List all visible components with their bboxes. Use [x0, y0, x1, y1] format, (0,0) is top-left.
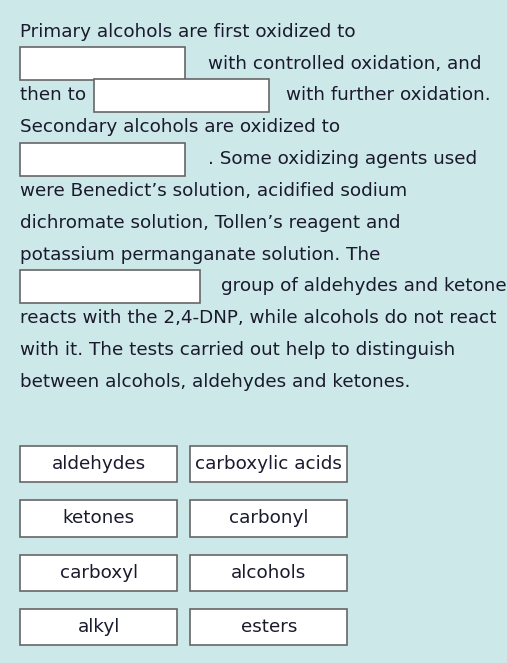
Text: alcohols: alcohols [231, 564, 306, 582]
Text: carboxylic acids: carboxylic acids [195, 455, 342, 473]
Text: between alcohols, aldehydes and ketones.: between alcohols, aldehydes and ketones. [20, 373, 411, 391]
FancyBboxPatch shape [94, 79, 269, 112]
FancyBboxPatch shape [190, 501, 347, 537]
Text: then to: then to [20, 86, 86, 105]
Text: carboxyl: carboxyl [60, 564, 138, 582]
FancyBboxPatch shape [190, 554, 347, 591]
Text: carbonyl: carbonyl [229, 509, 308, 528]
Text: potassium permanganate solution. The: potassium permanganate solution. The [20, 245, 381, 264]
Text: with it. The tests carried out help to distinguish: with it. The tests carried out help to d… [20, 341, 455, 359]
FancyBboxPatch shape [20, 554, 177, 591]
Text: Secondary alcohols are oxidized to: Secondary alcohols are oxidized to [20, 118, 340, 137]
Text: aldehydes: aldehydes [52, 455, 146, 473]
Text: reacts with the 2,4-DNP, while alcohols do not react: reacts with the 2,4-DNP, while alcohols … [20, 309, 497, 328]
Text: alkyl: alkyl [78, 618, 120, 636]
Text: with further oxidation.: with further oxidation. [286, 86, 491, 105]
FancyBboxPatch shape [20, 609, 177, 646]
FancyBboxPatch shape [190, 609, 347, 646]
FancyBboxPatch shape [20, 501, 177, 537]
FancyBboxPatch shape [20, 143, 185, 176]
FancyBboxPatch shape [20, 47, 185, 80]
FancyBboxPatch shape [20, 446, 177, 483]
Text: group of aldehydes and ketones: group of aldehydes and ketones [221, 277, 507, 296]
Text: with controlled oxidation, and: with controlled oxidation, and [208, 54, 481, 73]
FancyBboxPatch shape [190, 446, 347, 483]
Text: ketones: ketones [63, 509, 135, 528]
Text: esters: esters [240, 618, 297, 636]
Text: dichromate solution, Tollen’s reagent and: dichromate solution, Tollen’s reagent an… [20, 213, 401, 232]
FancyBboxPatch shape [20, 270, 200, 303]
Text: were Benedict’s solution, acidified sodium: were Benedict’s solution, acidified sodi… [20, 182, 408, 200]
Text: Primary alcohols are first oxidized to: Primary alcohols are first oxidized to [20, 23, 356, 41]
Text: . Some oxidizing agents used: . Some oxidizing agents used [208, 150, 477, 168]
